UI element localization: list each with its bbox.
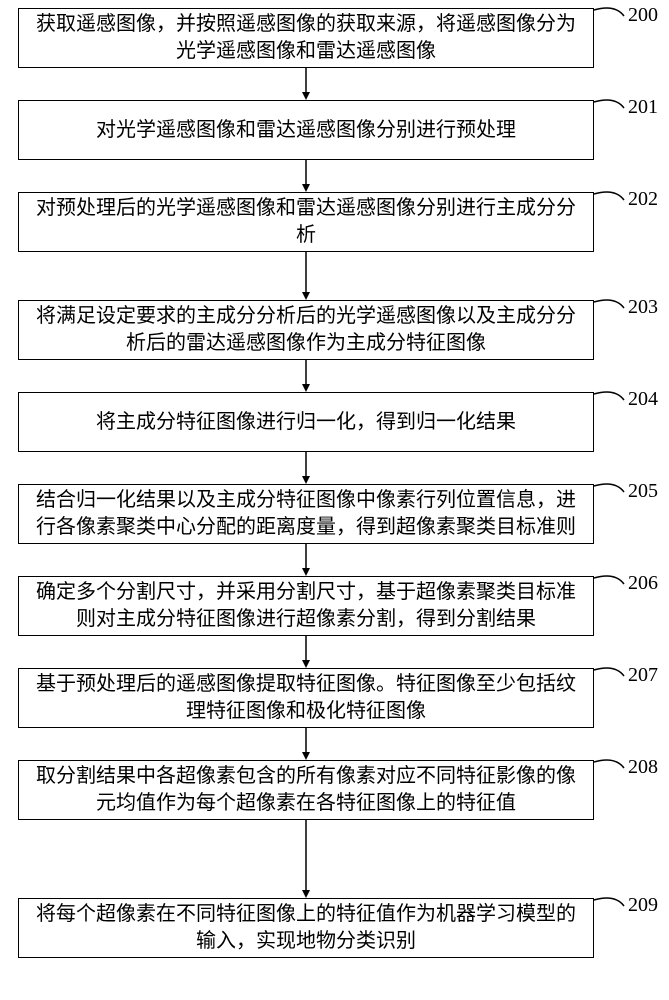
step-label-201: 201: [628, 96, 658, 119]
step-box-205: 结合归一化结果以及主成分特征图像中像素行列位置信息，进行各像素聚类中心分配的距离…: [18, 484, 594, 544]
label-leader-203: [594, 300, 624, 308]
step-label-205: 205: [628, 480, 658, 503]
step-text: 确定多个分割尺寸，并采用分割尺寸，基于超像素聚类目标准则对主成分特征图像进行超像…: [29, 579, 583, 633]
step-box-208: 取分割结果中各超像素包含的所有像素对应不同特征影像的像元均值作为每个超像素在各特…: [18, 760, 594, 820]
step-label-text: 204: [628, 388, 658, 410]
step-label-text: 209: [628, 894, 658, 916]
step-box-207: 基于预处理后的遥感图像提取特征图像。特征图像至少包括纹理特征图像和极化特征图像: [18, 668, 594, 728]
label-leader-205: [594, 484, 624, 492]
step-label-206: 206: [628, 572, 658, 595]
label-leader-209: [594, 898, 624, 906]
step-label-209: 209: [628, 894, 658, 917]
step-text: 基于预处理后的遥感图像提取特征图像。特征图像至少包括纹理特征图像和极化特征图像: [29, 671, 583, 725]
label-leader-208: [594, 760, 624, 768]
step-box-200: 获取遥感图像，并按照遥感图像的获取来源，将遥感图像分为光学遥感图像和雷达遥感图像: [18, 8, 594, 68]
label-leader-201: [594, 100, 624, 108]
step-label-text: 203: [628, 296, 658, 318]
step-label-203: 203: [628, 296, 658, 319]
step-text: 对预处理后的光学遥感图像和雷达遥感图像分别进行主成分分析: [29, 195, 583, 249]
step-text: 将每个超像素在不同特征图像上的特征值作为机器学习模型的输入，实现地物分类识别: [29, 901, 583, 955]
step-text: 将满足设定要求的主成分分析后的光学遥感图像以及主成分分析后的雷达遥感图像作为主成…: [29, 303, 583, 357]
step-label-text: 207: [628, 664, 658, 686]
step-label-text: 205: [628, 480, 658, 502]
step-box-209: 将每个超像素在不同特征图像上的特征值作为机器学习模型的输入，实现地物分类识别: [18, 898, 594, 958]
step-text: 获取遥感图像，并按照遥感图像的获取来源，将遥感图像分为光学遥感图像和雷达遥感图像: [29, 11, 583, 65]
step-text: 对光学遥感图像和雷达遥感图像分别进行预处理: [96, 117, 516, 144]
step-box-201: 对光学遥感图像和雷达遥感图像分别进行预处理: [18, 100, 594, 160]
step-box-203: 将满足设定要求的主成分分析后的光学遥感图像以及主成分分析后的雷达遥感图像作为主成…: [18, 300, 594, 360]
step-text: 将主成分特征图像进行归一化，得到归一化结果: [96, 409, 516, 436]
label-leader-204: [594, 392, 624, 400]
step-box-202: 对预处理后的光学遥感图像和雷达遥感图像分别进行主成分分析: [18, 192, 594, 252]
step-label-text: 201: [628, 96, 658, 118]
label-leader-207: [594, 668, 624, 676]
step-label-text: 206: [628, 572, 658, 594]
step-label-207: 207: [628, 664, 658, 687]
step-label-text: 200: [628, 4, 658, 26]
label-leader-200: [594, 8, 624, 16]
flowchart-canvas: 获取遥感图像，并按照遥感图像的获取来源，将遥感图像分为光学遥感图像和雷达遥感图像…: [0, 0, 669, 1000]
step-text: 取分割结果中各超像素包含的所有像素对应不同特征影像的像元均值作为每个超像素在各特…: [29, 763, 583, 817]
step-label-204: 204: [628, 388, 658, 411]
step-label-202: 202: [628, 188, 658, 211]
step-text: 结合归一化结果以及主成分特征图像中像素行列位置信息，进行各像素聚类中心分配的距离…: [29, 487, 583, 541]
label-leader-206: [594, 576, 624, 584]
step-label-208: 208: [628, 756, 658, 779]
step-box-206: 确定多个分割尺寸，并采用分割尺寸，基于超像素聚类目标准则对主成分特征图像进行超像…: [18, 576, 594, 636]
step-label-text: 202: [628, 188, 658, 210]
step-label-200: 200: [628, 4, 658, 27]
label-leader-202: [594, 192, 624, 200]
step-box-204: 将主成分特征图像进行归一化，得到归一化结果: [18, 392, 594, 452]
step-label-text: 208: [628, 756, 658, 778]
